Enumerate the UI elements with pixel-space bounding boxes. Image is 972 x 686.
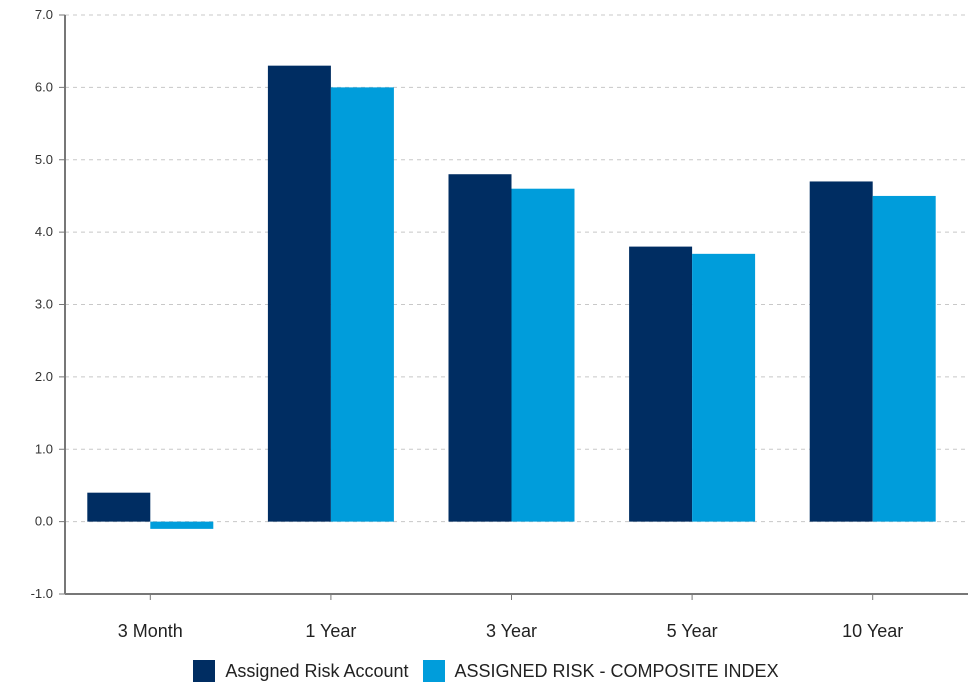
x-tick-label: 10 Year	[842, 621, 903, 641]
y-tick-label: 5.0	[35, 152, 53, 167]
bars	[87, 65, 936, 529]
y-axis-ticks: -1.0 0.0 1.0 2.0 3.0 4.0 5.0 6.0 7.0	[31, 7, 65, 601]
bar-series-1-10-year	[809, 181, 873, 522]
x-tick-label: 3 Year	[486, 621, 537, 641]
bar-series-2-5-year	[692, 253, 756, 522]
bar-series-1-3-year	[448, 174, 512, 522]
y-tick-label: -1.0	[31, 586, 53, 601]
bar-series-2-3-year	[511, 188, 575, 522]
bar-chart: -1.0 0.0 1.0 2.0 3.0 4.0 5.0 6.0 7.0 3 Month 1 Ye…	[31, 7, 968, 641]
y-tick-label: 1.0	[35, 441, 53, 456]
bar-series-2-10-year	[872, 195, 936, 522]
bar-series-2-1-year	[330, 87, 394, 522]
y-tick-label: 4.0	[35, 224, 53, 239]
x-tick-label: 3 Month	[118, 621, 183, 641]
x-axis-ticks: 3 Month 1 Year 3 Year 5 Year 10 Year	[118, 594, 903, 641]
x-tick-label: 1 Year	[305, 621, 356, 641]
y-tick-label: 2.0	[35, 369, 53, 384]
legend-label-series-1: Assigned Risk Account	[225, 660, 409, 681]
y-tick-label: 7.0	[35, 7, 53, 22]
legend: Assigned Risk Account ASSIGNED RISK - CO…	[0, 658, 972, 684]
y-tick-label: 3.0	[35, 297, 53, 312]
y-tick-label: 0.0	[35, 514, 53, 529]
legend-label-series-2: ASSIGNED RISK - COMPOSITE INDEX	[454, 660, 779, 681]
legend-swatch-series-2	[422, 660, 445, 682]
y-tick-label: 6.0	[35, 79, 53, 94]
legend-item-assigned-risk-account: Assigned Risk Account	[193, 660, 409, 682]
x-tick-label: 5 Year	[667, 621, 718, 641]
bar-series-1-5-year	[629, 246, 693, 522]
bar-series-2-3-month	[150, 521, 214, 529]
legend-swatch-series-1	[193, 660, 216, 682]
bar-series-1-3-month	[87, 492, 151, 522]
bar-series-1-1-year	[267, 65, 331, 522]
legend-item-composite-index: ASSIGNED RISK - COMPOSITE INDEX	[422, 660, 779, 682]
